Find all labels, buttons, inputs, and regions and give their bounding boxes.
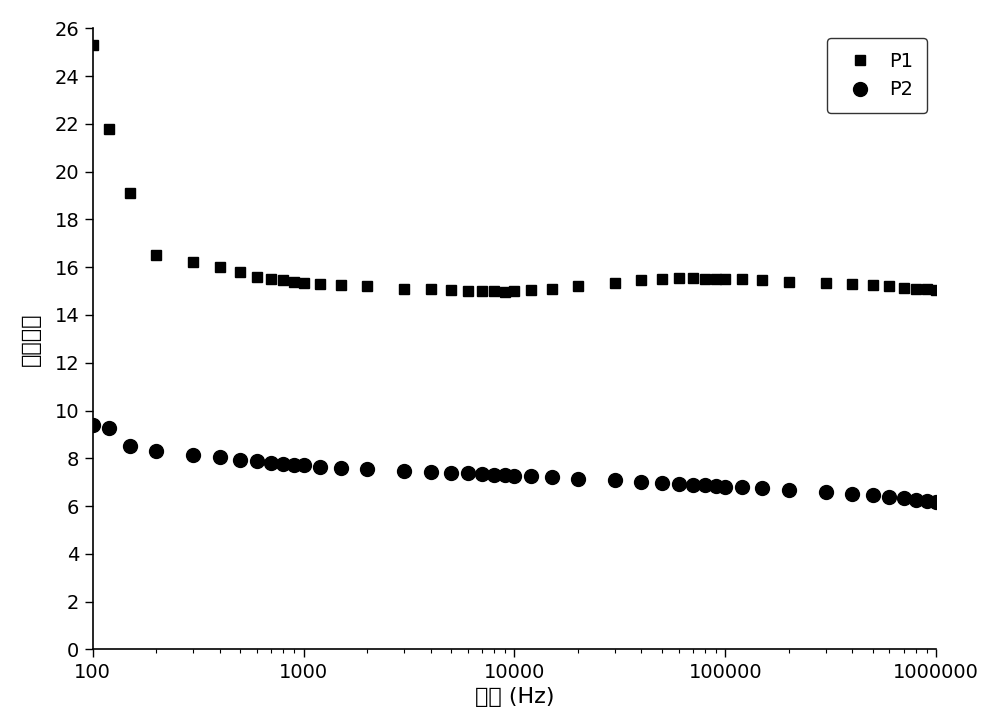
P2 [783,486,795,494]
P2 [921,496,933,505]
P1 [251,272,263,281]
P2 [103,424,115,433]
P2 [719,482,731,491]
P1 [609,278,621,287]
P1 [234,268,246,277]
P1 [783,277,795,286]
P1 [87,41,99,50]
P2 [508,471,520,480]
P1 [187,258,199,266]
P1 [756,276,768,285]
P2 [883,493,895,502]
P1 [361,282,373,290]
P2 [398,467,410,475]
P2 [288,460,300,469]
P2 [314,462,326,471]
P1 [214,263,226,272]
P1 [719,274,731,283]
Legend: P1, P2: P1, P2 [827,38,927,113]
P1 [930,285,942,294]
P2 [656,478,668,487]
P2 [525,472,537,480]
P2 [898,494,910,503]
P2 [546,473,558,482]
P2 [736,483,748,492]
P1 [462,287,474,296]
P2 [335,464,347,472]
P2 [635,478,647,486]
P1 [910,285,922,293]
P1 [499,288,511,297]
P2 [187,451,199,459]
P1 [673,274,685,282]
P2 [488,470,500,479]
P2 [687,480,699,489]
P1 [656,274,668,283]
P2 [499,471,511,480]
P2 [150,447,162,456]
P1 [546,285,558,293]
P2 [87,421,99,430]
P1 [710,274,722,283]
P1 [288,277,300,286]
P2 [756,484,768,493]
P1 [687,274,699,282]
Line: P2: P2 [86,418,943,509]
P1 [298,278,310,287]
P2 [265,458,277,467]
P2 [910,495,922,504]
P2 [445,468,457,477]
P1 [277,276,289,285]
P2 [361,464,373,473]
P2 [277,459,289,468]
P1 [635,276,647,285]
P2 [425,467,437,476]
P2 [572,474,584,483]
P2 [846,489,858,498]
P2 [251,457,263,466]
P1 [425,285,437,293]
P2 [930,497,942,506]
P1 [476,287,488,296]
P1 [445,285,457,294]
P1 [867,281,879,290]
P1 [103,124,115,133]
P1 [525,285,537,294]
P1 [572,282,584,290]
P2 [710,482,722,491]
P1 [265,274,277,283]
P2 [820,487,832,496]
P2 [699,481,711,490]
P1 [335,281,347,290]
P1 [488,287,500,296]
P2 [476,470,488,478]
P2 [673,480,685,488]
P1 [921,285,933,293]
P1 [820,278,832,287]
P1 [736,274,748,283]
P1 [898,283,910,292]
P2 [298,461,310,470]
P1 [846,280,858,288]
P1 [398,285,410,293]
P1 [699,274,711,283]
P2 [867,491,879,499]
P1 [883,282,895,290]
P1 [314,280,326,288]
P2 [462,469,474,478]
P1 [150,251,162,260]
Line: P1: P1 [88,40,941,297]
Y-axis label: 介电常数: 介电常数 [21,312,41,365]
P2 [214,453,226,462]
P2 [124,442,136,451]
P2 [234,455,246,464]
P1 [124,189,136,197]
P1 [508,287,520,296]
P2 [609,476,621,485]
X-axis label: 频率 (Hz): 频率 (Hz) [475,687,554,707]
